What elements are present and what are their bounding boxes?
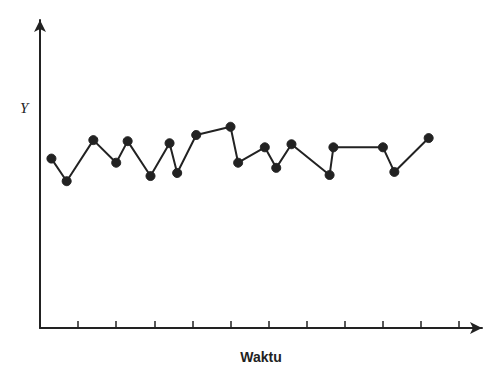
svg-text:Y: Y <box>20 100 30 116</box>
svg-text:Waktu: Waktu <box>240 349 281 365</box>
